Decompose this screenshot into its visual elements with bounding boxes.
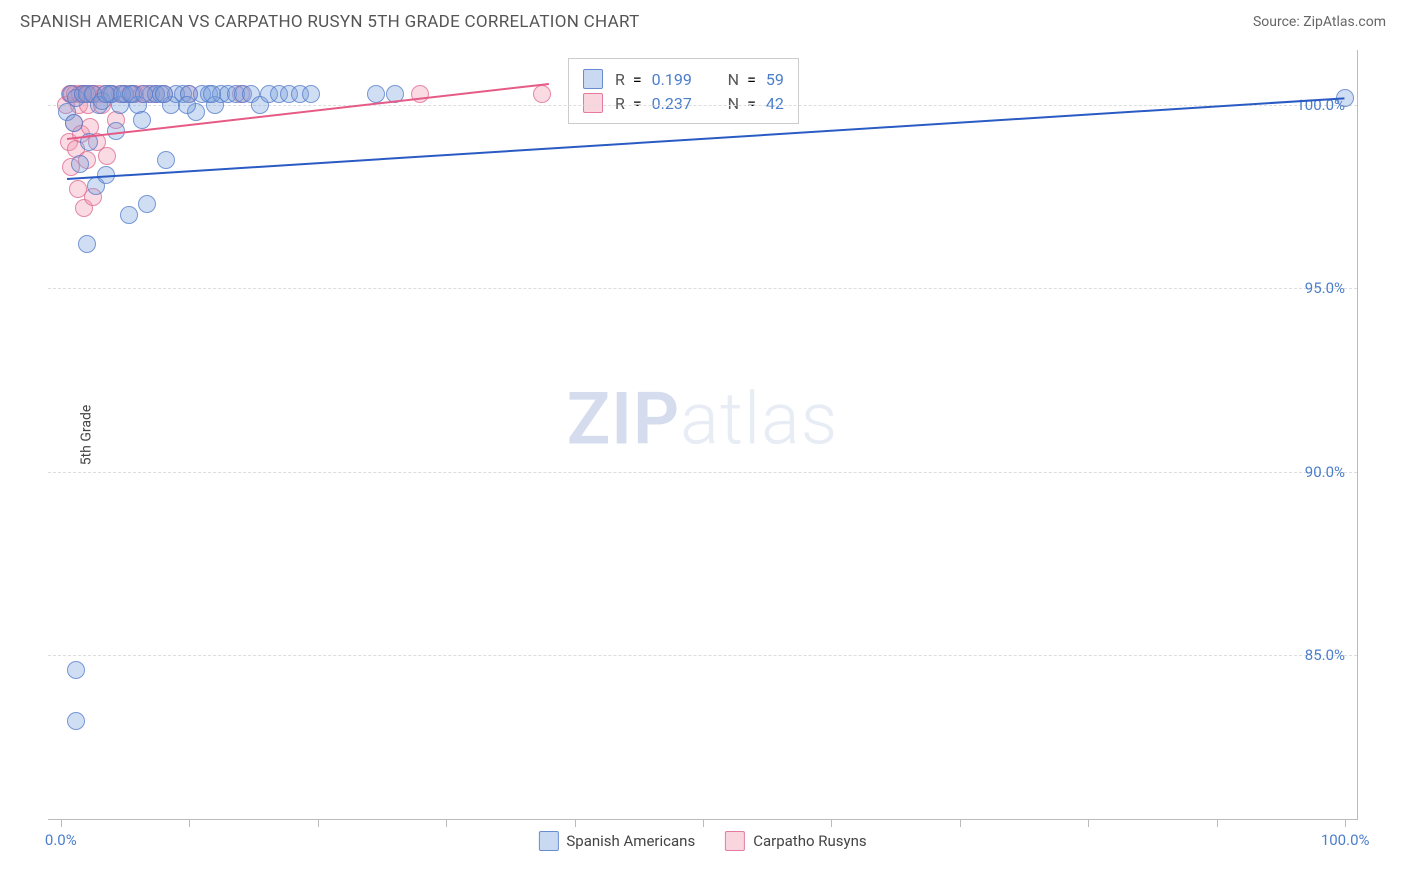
correlation-legend: R = 0.199 N = 59 R = 0.237 N = 42 [568, 58, 799, 124]
x-tick [831, 819, 832, 827]
legend-row-pink: R = 0.237 N = 42 [583, 93, 784, 113]
blue-data-point [67, 661, 85, 679]
legend-item-pink: Carpatho Rusyns [725, 831, 866, 851]
pink-data-point [98, 147, 116, 165]
legend-row-blue: R = 0.199 N = 59 [583, 69, 784, 89]
x-tick [1345, 819, 1346, 827]
eq-label-2: = [747, 70, 756, 89]
blue-data-point [203, 85, 221, 103]
eq-label-4: = [747, 94, 756, 113]
pink-series-name: Carpatho Rusyns [753, 832, 866, 850]
y-tick-label: 95.0% [1305, 279, 1345, 297]
blue-data-point [367, 85, 385, 103]
gridline-h [48, 288, 1357, 289]
blue-data-point [120, 206, 138, 224]
blue-data-point [133, 111, 151, 129]
blue-data-point [65, 114, 83, 132]
blue-series-name: Spanish Americans [566, 832, 695, 850]
gridline-h [48, 472, 1357, 473]
x-tick [1088, 819, 1089, 827]
x-tick [1217, 819, 1218, 827]
blue-r-value: 0.199 [652, 70, 706, 89]
x-tick [189, 819, 190, 827]
blue-data-point [67, 712, 85, 730]
series-legend: Spanish Americans Carpatho Rusyns [538, 831, 866, 851]
pink-swatch-icon-2 [725, 831, 745, 851]
blue-data-point [135, 85, 153, 103]
plot-area: 5th Grade ZIPatlas R = 0.199 N = 59 R = … [48, 50, 1358, 820]
x-tick [703, 819, 704, 827]
chart-title: SPANISH AMERICAN VS CARPATHO RUSYN 5TH G… [20, 12, 640, 32]
blue-data-point [178, 96, 196, 114]
x-tick [61, 819, 62, 827]
blue-data-point [157, 151, 175, 169]
x-tick-label: 100.0% [1321, 831, 1370, 849]
y-axis-label: 5th Grade [78, 404, 94, 465]
n-label-2: N [728, 94, 739, 113]
blue-data-point [97, 85, 115, 103]
pink-n-value: 42 [766, 94, 784, 113]
blue-data-point [71, 155, 89, 173]
watermark-logo: ZIPatlas [567, 377, 839, 462]
source-label: Source: ZipAtlas.com [1253, 14, 1386, 30]
x-tick [575, 819, 576, 827]
eq-label: = [633, 70, 642, 89]
pink-data-point [533, 85, 551, 103]
r-label: R [615, 70, 625, 89]
blue-data-point [302, 85, 320, 103]
y-tick-label: 85.0% [1305, 646, 1345, 664]
x-tick [318, 819, 319, 827]
r-label-2: R [615, 94, 625, 113]
blue-swatch-icon [583, 69, 603, 89]
n-label: N [728, 70, 739, 89]
pink-r-value: 0.237 [652, 94, 706, 113]
blue-data-point [138, 195, 156, 213]
blue-data-point [78, 235, 96, 253]
gridline-h [48, 105, 1357, 106]
blue-data-point [155, 85, 173, 103]
legend-item-blue: Spanish Americans [538, 831, 695, 851]
x-tick-label: 0.0% [45, 831, 77, 849]
pink-swatch-icon [583, 93, 603, 113]
x-tick [446, 819, 447, 827]
y-tick-label: 90.0% [1305, 463, 1345, 481]
blue-n-value: 59 [766, 70, 784, 89]
gridline-h [48, 655, 1357, 656]
blue-swatch-icon-2 [538, 831, 558, 851]
eq-label-3: = [633, 94, 642, 113]
x-tick [960, 819, 961, 827]
